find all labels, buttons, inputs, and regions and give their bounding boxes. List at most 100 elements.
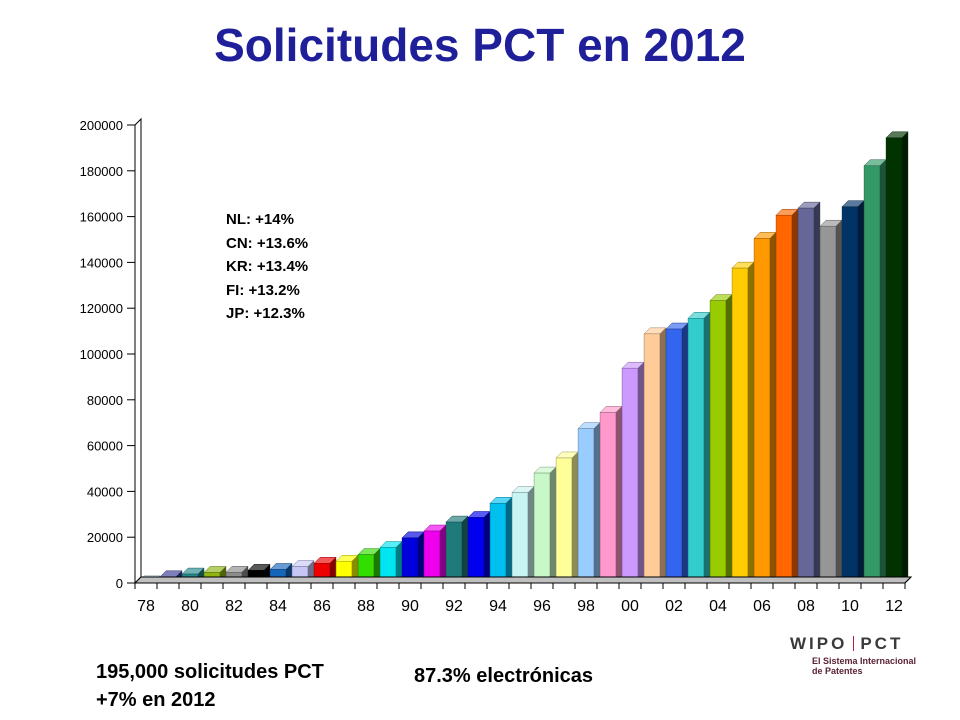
bar-side xyxy=(417,531,425,584)
bar xyxy=(379,540,403,584)
bar-front xyxy=(709,300,727,584)
bar-side xyxy=(483,510,491,584)
bar xyxy=(819,219,843,584)
bar xyxy=(863,159,887,584)
annotation-line: JP: +12.3% xyxy=(226,305,305,322)
x-tick-label: 00 xyxy=(621,598,639,615)
left-wall xyxy=(134,117,142,585)
bar xyxy=(401,531,425,584)
bar-front xyxy=(423,530,441,584)
summary-line-growth: +7% en 2012 xyxy=(96,689,216,711)
bar-side xyxy=(461,515,469,584)
x-tick-label: 80 xyxy=(181,598,199,615)
bar-front xyxy=(753,238,771,584)
logo-subtitle-line: El Sistema Internacional xyxy=(812,656,917,666)
bar xyxy=(731,261,755,584)
bar-side xyxy=(879,159,887,584)
bar-side xyxy=(791,208,799,584)
bar xyxy=(885,131,909,584)
bar xyxy=(489,496,513,584)
bar xyxy=(357,548,381,584)
growth-annotations: NL: +14% CN: +13.6% KR: +13.4% FI: +13.2… xyxy=(226,208,308,326)
x-tick-label: 94 xyxy=(489,598,507,615)
bar-front xyxy=(863,165,881,584)
y-tick-label: 160000 xyxy=(80,210,123,225)
x-tick-label: 04 xyxy=(709,598,727,615)
x-tick-label: 06 xyxy=(753,598,771,615)
y-tick-label: 120000 xyxy=(80,301,123,316)
x-tick-label: 96 xyxy=(533,598,551,615)
x-tick-label: 90 xyxy=(401,598,419,615)
bar xyxy=(599,405,623,584)
bar xyxy=(555,451,579,584)
y-tick-label: 100000 xyxy=(80,347,123,362)
bar xyxy=(511,485,535,584)
summary-line-total: 195,000 solicitudes PCT xyxy=(96,661,324,683)
bar-side xyxy=(593,422,601,584)
y-tick-label: 140000 xyxy=(80,255,123,270)
bar xyxy=(709,294,733,584)
x-tick-label: 82 xyxy=(225,598,243,615)
slide-title: Solicitudes PCT en 2012 xyxy=(214,19,746,71)
bar xyxy=(797,201,821,584)
x-tick-label: 86 xyxy=(313,598,331,615)
wipo-pct-logo: WIPO PCT El Sistema Internacional de Pate… xyxy=(790,634,940,676)
x-tick-label: 02 xyxy=(665,598,683,615)
bar xyxy=(577,422,601,584)
x-tick-label: 12 xyxy=(885,598,903,615)
bar-front xyxy=(797,207,815,584)
bar-side xyxy=(571,451,579,584)
bar xyxy=(775,208,799,584)
bar-side xyxy=(813,201,821,584)
bar-side xyxy=(769,231,777,584)
bar-side xyxy=(637,361,645,584)
bar-front xyxy=(665,328,683,584)
bar-front xyxy=(775,214,793,584)
bar-side xyxy=(615,405,623,584)
bar xyxy=(621,361,645,584)
annotation-line: KR: +13.4% xyxy=(226,258,309,275)
bar-side xyxy=(835,219,843,584)
annotation-line: NL: +14% xyxy=(226,211,294,228)
bar-side xyxy=(527,485,535,584)
y-tick-label: 40000 xyxy=(87,484,123,499)
y-tick-label: 60000 xyxy=(87,439,123,454)
bar xyxy=(665,322,689,584)
bar xyxy=(533,466,557,584)
bar-front xyxy=(467,517,485,584)
bar-front xyxy=(401,537,419,584)
bar xyxy=(687,311,711,584)
bar xyxy=(467,510,491,584)
logo-divider xyxy=(853,636,855,651)
axes-group: 0 20000 40000 60000 80000 100000 120000 140000 1… xyxy=(80,117,913,615)
bar-side xyxy=(703,311,711,584)
summary-text: 195,000 solicitudes PCT +7% en 2012 xyxy=(96,658,324,714)
x-tick-label: 92 xyxy=(445,598,463,615)
bar xyxy=(753,231,777,584)
bars-group xyxy=(137,131,909,584)
bar-side xyxy=(439,524,447,584)
bar-side xyxy=(549,466,557,584)
x-tick-label: 88 xyxy=(357,598,375,615)
x-tick-label: 10 xyxy=(841,598,859,615)
logo-subtitle-line: de Patentes xyxy=(812,666,863,676)
bar-front xyxy=(445,521,463,584)
y-tick-label: 180000 xyxy=(80,164,123,179)
y-tick-label: 200000 xyxy=(80,118,123,133)
logo-wipo-text: WIPO xyxy=(790,634,848,653)
bar-side xyxy=(747,261,755,584)
bar-side xyxy=(725,294,733,584)
x-tick-label: 78 xyxy=(137,598,155,615)
y-tick-label: 20000 xyxy=(87,530,123,545)
bar-front xyxy=(599,412,617,584)
bar-front xyxy=(643,333,661,584)
bar xyxy=(423,524,447,584)
bar-front xyxy=(819,225,837,584)
bar xyxy=(445,515,469,584)
bar-side xyxy=(857,200,865,584)
logo-pct-text: PCT xyxy=(860,634,904,653)
x-tick-label: 84 xyxy=(269,598,287,615)
bar-front xyxy=(621,367,639,584)
y-tick-label: 0 xyxy=(116,576,123,591)
bar-front xyxy=(511,492,529,584)
